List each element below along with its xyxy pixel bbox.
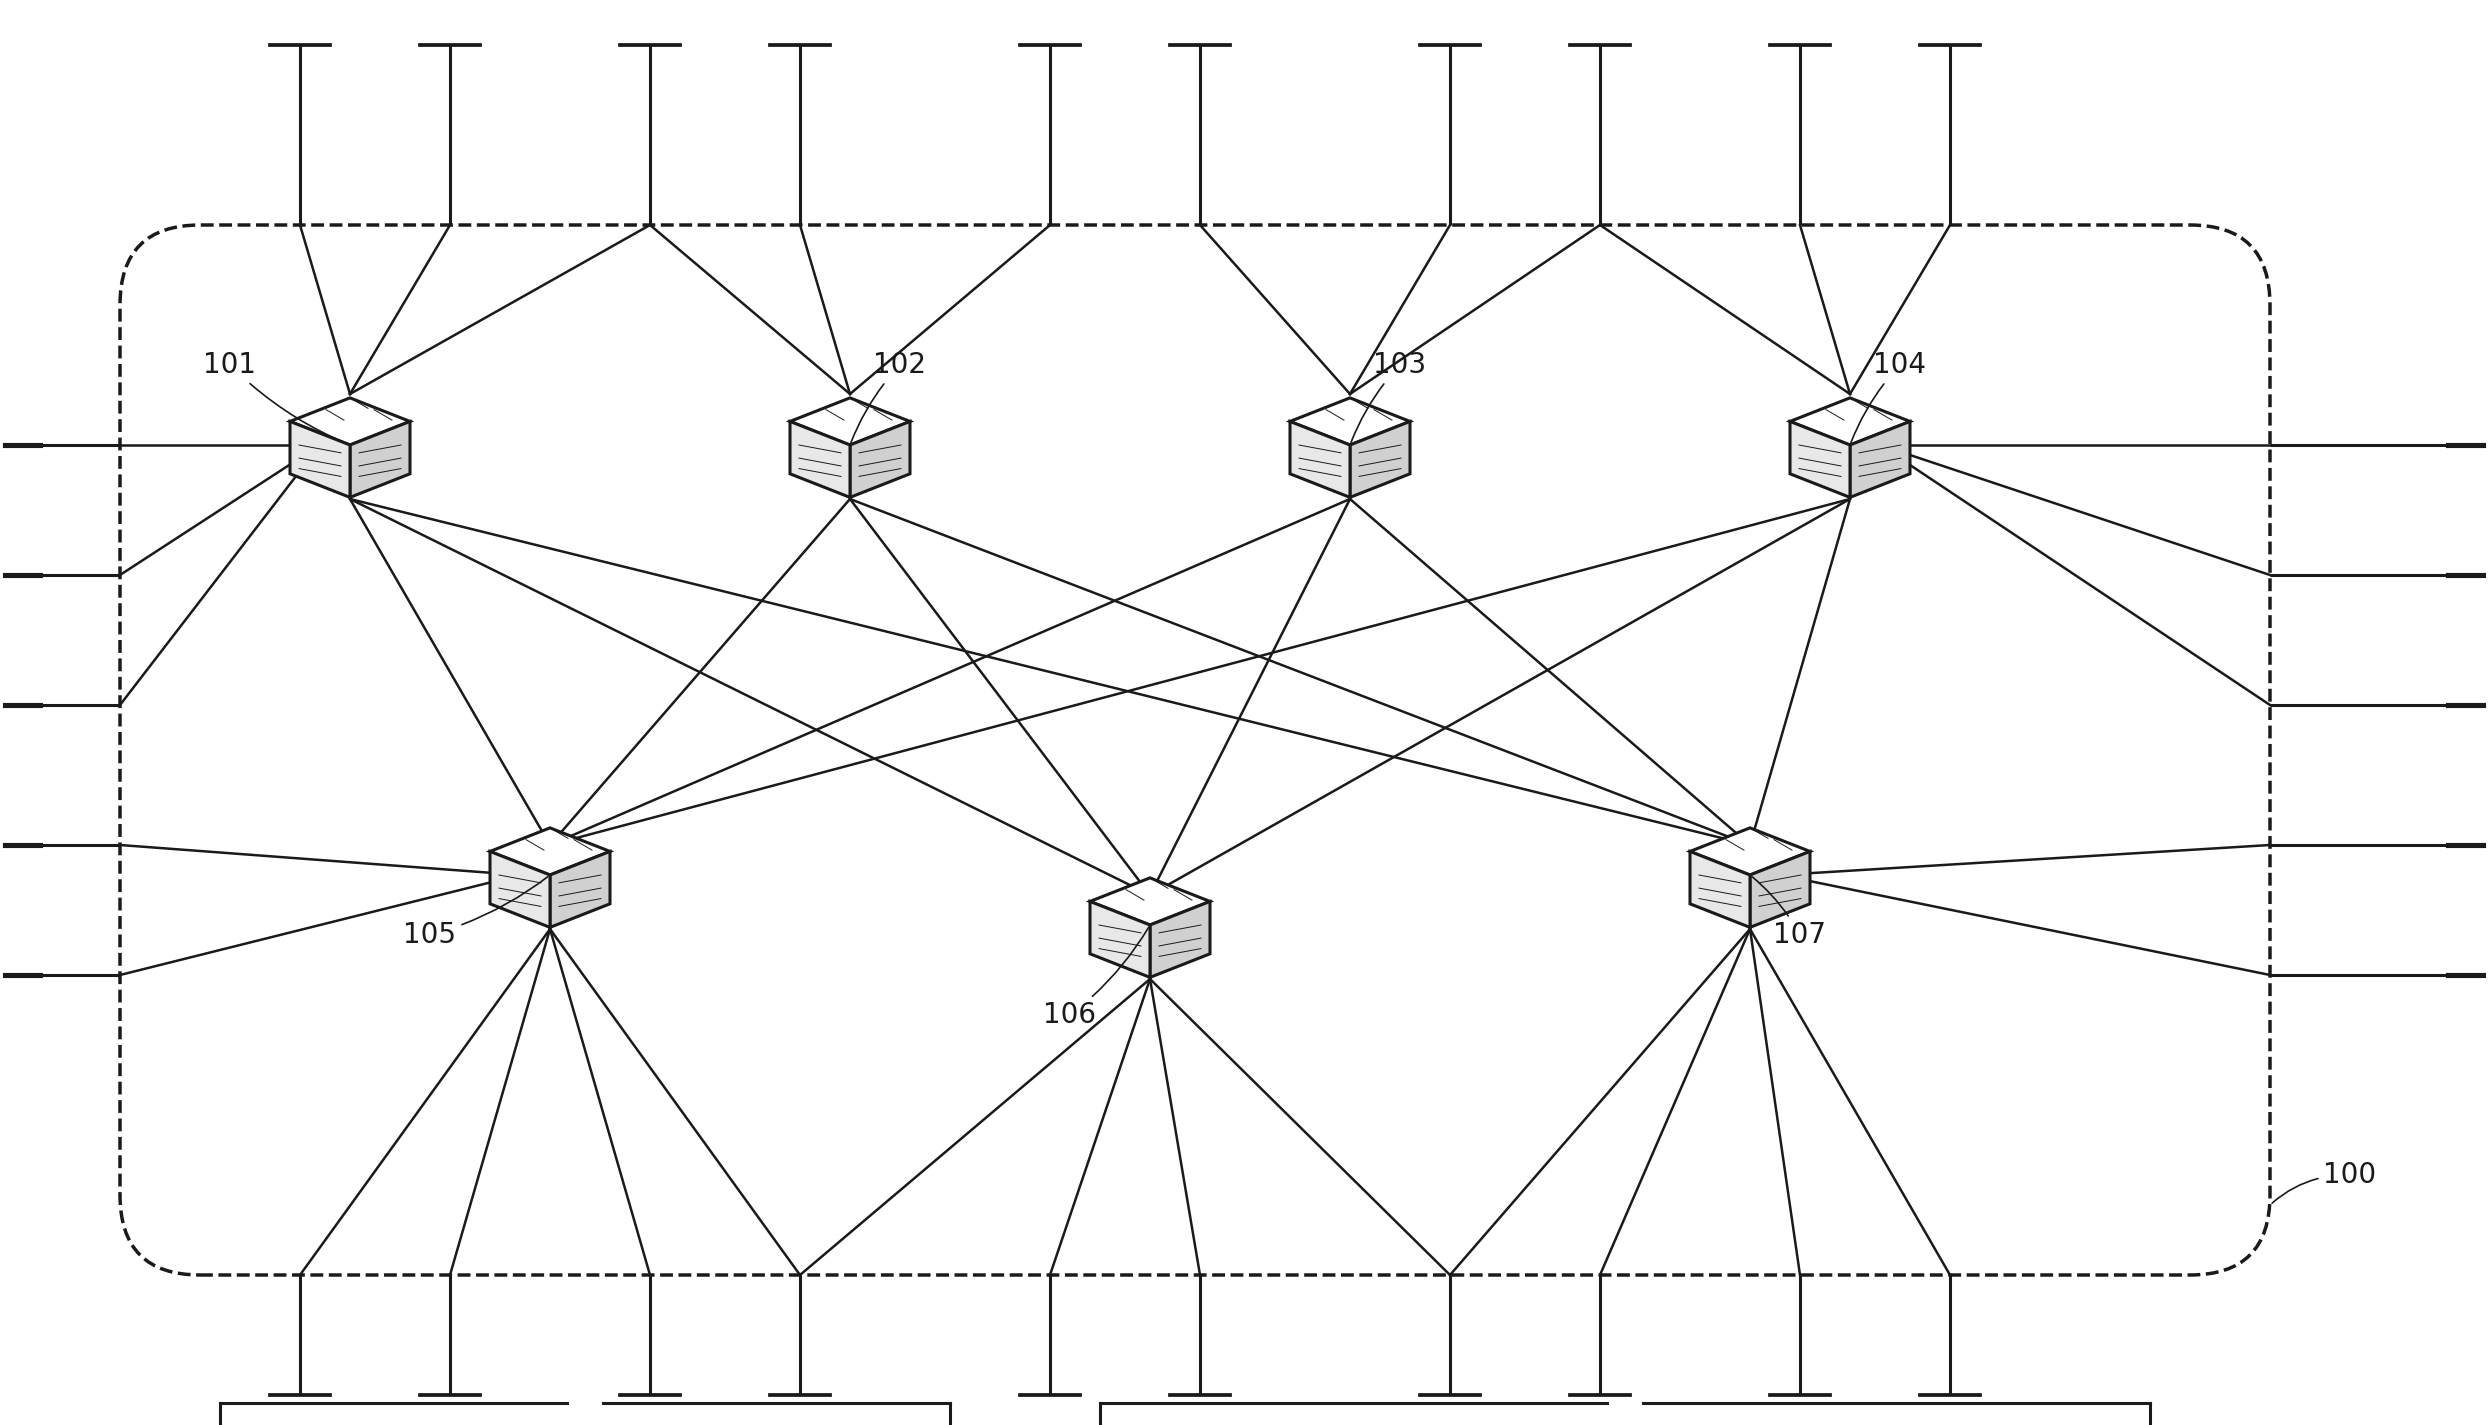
Polygon shape (1351, 422, 1411, 497)
Polygon shape (490, 828, 610, 875)
Polygon shape (1090, 902, 1149, 978)
Polygon shape (1289, 422, 1351, 497)
Polygon shape (1789, 422, 1851, 497)
Polygon shape (1289, 398, 1411, 445)
Polygon shape (791, 422, 851, 497)
Polygon shape (1689, 828, 1809, 875)
Polygon shape (1149, 902, 1209, 978)
Text: 102: 102 (851, 351, 926, 442)
Text: 100: 100 (2272, 1161, 2376, 1203)
Polygon shape (291, 422, 351, 497)
Text: 101: 101 (204, 351, 348, 445)
Text: 106: 106 (1042, 928, 1149, 1029)
Polygon shape (490, 851, 550, 928)
Text: 103: 103 (1351, 351, 1426, 442)
Text: 104: 104 (1851, 351, 1926, 442)
Polygon shape (550, 851, 610, 928)
Polygon shape (1689, 851, 1749, 928)
Polygon shape (1090, 878, 1209, 925)
Polygon shape (851, 422, 911, 497)
Polygon shape (291, 398, 411, 445)
Text: 107: 107 (1752, 876, 1826, 949)
Text: 105: 105 (403, 876, 547, 949)
Polygon shape (1749, 851, 1809, 928)
Polygon shape (791, 398, 911, 445)
Polygon shape (351, 422, 411, 497)
Polygon shape (1789, 398, 1911, 445)
Polygon shape (1851, 422, 1911, 497)
